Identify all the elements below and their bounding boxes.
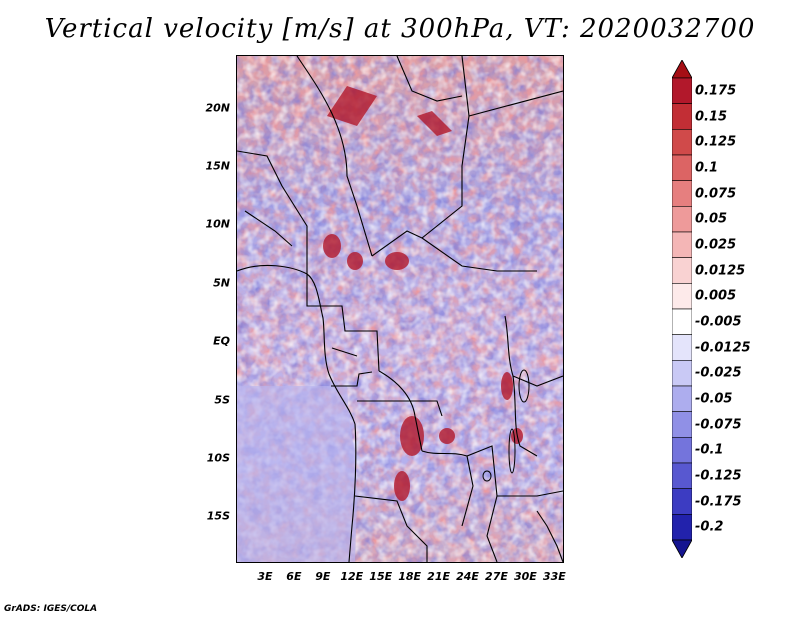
colorbar-swatch [672,180,692,207]
colorbar-label: -0.175 [695,494,742,509]
colorbar-label: -0.2 [695,519,724,535]
colorbar-label: 0.0125 [695,263,746,278]
ocean-region [237,386,357,562]
colorbar-label: -0.0125 [695,340,751,355]
lat-tick-label: 10N [205,217,230,231]
colorbar-swatch [672,129,692,156]
colorbar-label: 0.025 [695,237,737,253]
colorbar-label: -0.125 [695,468,742,484]
colorbar-label: -0.075 [695,417,742,432]
colorbar-swatch [672,257,692,284]
lon-tick-label: 18E [398,570,422,583]
lon-tick-label: 15E [369,570,393,583]
colorbar-label: -0.025 [695,365,742,381]
lon-tick-label: 24E [456,570,479,583]
colorbar-label: 0.005 [695,288,737,304]
lat-tick-label: 10S [206,451,230,465]
colorbar-label: -0.1 [695,442,724,458]
colorbar-swatch [672,514,692,541]
colorbar-label: -0.005 [695,314,742,330]
colorbar-swatch [672,488,692,515]
colorbar-label: 0.075 [695,186,737,201]
colorbar-swatch [672,308,692,335]
lon-tick-label: 21E [427,570,450,583]
colorbar-swatch [672,385,692,412]
lon-tick-label: 33E [542,570,566,583]
lon-tick-label: 30E [513,570,537,583]
colorbar-swatch [672,437,692,464]
colorbar-swatch [672,103,692,130]
colorbar-swatch [672,462,692,489]
lakes [482,369,530,482]
colorbar-swatch [672,334,692,361]
colorbar-bottom-arrow [672,539,692,558]
map-panel [236,55,564,563]
lon-tick-label: 3E [257,570,273,583]
colorbar-swatch [672,360,692,387]
lat-tick-label: 20N [205,101,230,115]
colorbar-label: 0.125 [695,134,737,150]
colorbar-top-arrow [672,60,692,79]
lat-tick-label: 5S [214,393,230,406]
lon-tick-label: 9E [315,570,331,583]
lat-tick-label: 15N [205,159,230,173]
colorbar-swatch [672,283,692,310]
lat-tick-label: 5N [213,276,230,290]
colorbar-swatch [672,77,692,104]
colorbar-swatch [672,231,692,258]
updraft-hotspots [323,86,523,501]
lat-tick-label: EQ [213,334,230,348]
colorbar-label: 0.175 [695,83,737,99]
velocity-field [237,56,563,562]
colorbar [672,60,692,558]
lon-tick-label: 27E [485,570,508,583]
colorbar-swatch [672,154,692,181]
colorbar-swatch [672,206,692,233]
lat-tick-label: 15S [206,509,230,523]
map-title: Vertical velocity [m/s] at 300hPa, VT: 2… [44,14,756,44]
colorbar-label: -0.05 [695,391,733,407]
lon-tick-label: 6E [286,570,302,583]
colorbar-label: 0.05 [695,211,728,227]
lon-tick-label: 12E [340,570,364,583]
colorbar-label: 0.1 [695,160,719,176]
colorbar-label: 0.15 [695,109,728,124]
colorbar-swatch [672,411,692,438]
footer-credit: GrADS: IGES/COLA [4,604,98,614]
country-boundaries [237,56,563,562]
